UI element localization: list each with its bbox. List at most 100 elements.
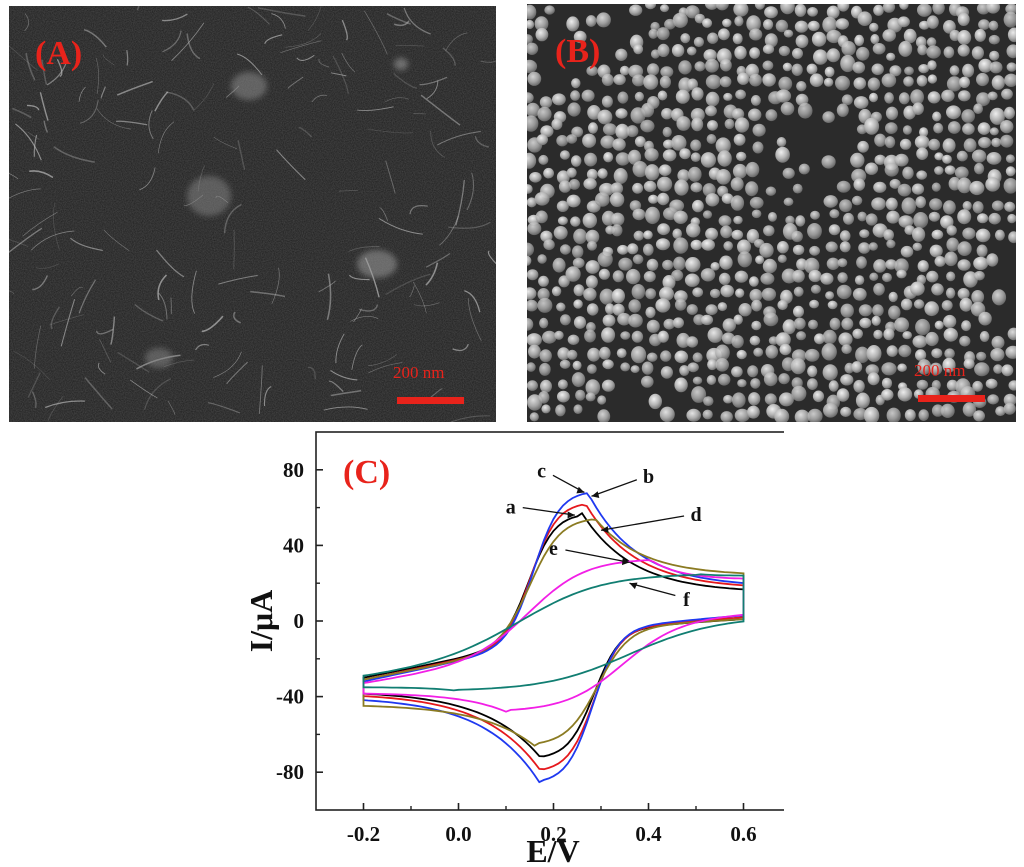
sem-b-particle (884, 136, 896, 149)
sem-b-particle (674, 377, 688, 393)
sem-b-particle (572, 257, 585, 269)
sem-b-particle (691, 117, 704, 132)
sem-a-fiber (32, 275, 49, 291)
sem-b-particle (565, 266, 581, 282)
sem-b-particle (764, 393, 777, 406)
sem-b-particle (672, 12, 688, 28)
y-tick-label: -80 (276, 760, 304, 784)
sem-b-particle (934, 166, 944, 175)
sem-b-particle (823, 195, 838, 208)
sem-b-particle (676, 116, 691, 131)
sem-b-particle (673, 210, 688, 224)
sem-a-fiber (330, 369, 358, 381)
sem-a-fiber (201, 315, 224, 333)
sem-b-particle (641, 375, 654, 388)
sem-b-particle (1004, 106, 1015, 120)
sem-b-particle (615, 108, 628, 119)
sem-b-particle (888, 305, 901, 320)
sem-b-particle (778, 45, 790, 57)
sem-a-fiber (110, 316, 116, 345)
sem-b-particle (584, 152, 598, 167)
sem-b-particle (551, 118, 563, 130)
sem-b-particle (567, 334, 580, 345)
sem-a-fiber (156, 249, 185, 278)
curve-label-f: f (683, 589, 690, 611)
sem-b-particle (647, 63, 660, 76)
sem-b-particle (559, 359, 571, 369)
sem-b-particle (734, 270, 749, 283)
sem-b-particle (782, 62, 792, 72)
sem-b-particle (585, 392, 596, 402)
sem-b-particle (777, 254, 787, 263)
arrow-a (522, 506, 575, 516)
sem-b-particle (716, 169, 731, 185)
sem-b-particle (808, 319, 818, 330)
sem-b-particle (702, 18, 713, 28)
sem-b-particle (857, 11, 872, 26)
sem-b-particle (796, 331, 807, 341)
sem-a-fiber (464, 290, 481, 313)
sem-b-particle (810, 284, 821, 294)
sem-b-particle (709, 288, 721, 299)
sem-b-particle (865, 213, 878, 226)
sem-b-particle (943, 200, 956, 215)
sem-b-particle (723, 92, 733, 101)
sem-a-fiber (385, 273, 431, 296)
sem-b-particle (881, 389, 894, 401)
sem-b-particle (573, 228, 587, 244)
sem-b-particle (620, 331, 631, 340)
sem-b-particle (631, 284, 646, 300)
sem-b-particle (885, 122, 898, 134)
sem-b-particle (929, 244, 943, 258)
sem-b-particle (759, 242, 774, 258)
sem-b-particle (566, 134, 578, 144)
sem-b-particle (882, 4, 896, 13)
sem-b-particle (717, 302, 728, 312)
sem-b-particle (568, 179, 580, 190)
sem-b-particle (660, 66, 674, 78)
sem-a-fiber (78, 279, 97, 314)
sem-b-particle (749, 276, 759, 287)
sem-b-particle (944, 251, 958, 267)
sem-b-particle (778, 392, 794, 407)
sem-b-particle (629, 200, 642, 212)
sem-a-fiber (430, 130, 445, 158)
sem-b-particle (719, 255, 733, 270)
sem-b-particle (868, 242, 878, 251)
sem-b-particle (871, 63, 884, 76)
sem-b-particle (615, 123, 630, 140)
x-tick-label: 0.2 (540, 822, 566, 846)
sem-b-particle (912, 335, 928, 348)
sem-b-particle (881, 73, 897, 88)
sem-b-particle (826, 257, 840, 270)
sem-b-particle (944, 165, 956, 175)
sem-b-particle (537, 106, 552, 122)
sem-b-particle (656, 27, 670, 41)
sem-b-particle (540, 379, 552, 393)
sem-b-particle (657, 176, 673, 192)
sem-b-particle (748, 108, 762, 122)
sem-b-particle (913, 299, 925, 309)
sem-a-fiber (31, 391, 37, 409)
sem-b-particle (674, 350, 689, 364)
sem-a-fiber (53, 202, 60, 250)
sem-b-particle (874, 133, 887, 147)
scale-bar-a (397, 397, 464, 404)
sem-b-particle (687, 78, 698, 91)
sem-a-fiber (207, 402, 241, 414)
sem-b-particle (897, 183, 912, 197)
sem-b-particle (941, 300, 953, 311)
sem-b-particle (957, 259, 971, 271)
sem-b-particle (926, 270, 939, 283)
sem-a-fiber (102, 54, 115, 66)
sem-b-particle (662, 275, 676, 290)
sem-b-particle (602, 359, 614, 370)
sem-b-particle (736, 349, 747, 360)
sem-b-particle (957, 241, 972, 256)
sem-b-particle (809, 245, 820, 256)
sem-b-particle (718, 272, 731, 286)
sem-a-fiber (126, 50, 129, 66)
sem-b-particle (700, 152, 716, 168)
sem-b-particle (986, 253, 999, 267)
sem-b-particle (611, 212, 625, 226)
